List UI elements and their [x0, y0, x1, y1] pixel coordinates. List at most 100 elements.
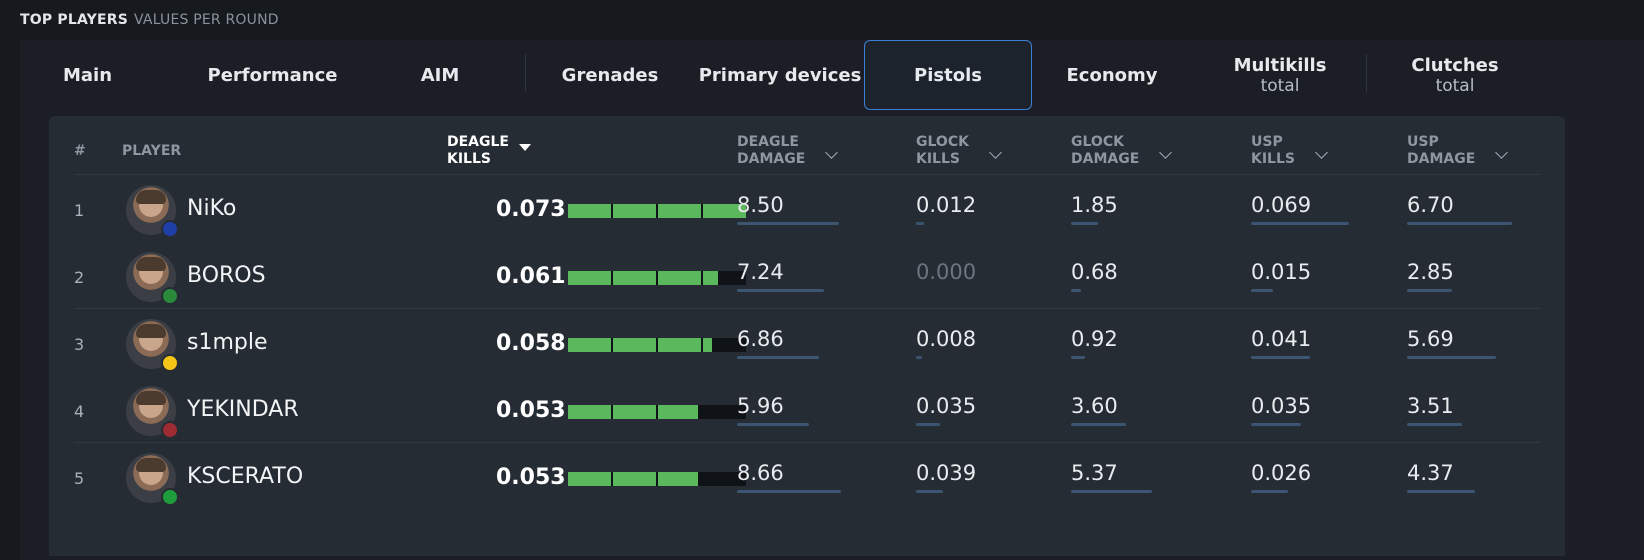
player-name[interactable]: BOROS	[187, 263, 266, 288]
deagle-kills-value: 0.053	[496, 465, 566, 490]
usp-damage-bar	[1407, 490, 1475, 493]
tab-label: Primary devices	[698, 64, 862, 86]
bar-segment	[568, 271, 611, 285]
usp-damage-value: 3.51	[1407, 394, 1454, 418]
tab-label: Multikills	[1233, 54, 1327, 76]
usp-kills-bar	[1251, 356, 1310, 359]
country-flag-icon	[161, 287, 179, 305]
glock-kills-value: 0.000	[916, 260, 977, 284]
header-label-line: GLOCK	[916, 134, 969, 150]
glock-damage-value: 0.68	[1071, 260, 1118, 284]
usp-damage-bar	[1407, 289, 1452, 292]
tab-clutches[interactable]: Clutches total	[1370, 40, 1540, 110]
deagle-kills-value: 0.061	[496, 264, 566, 289]
tab-divider	[525, 54, 526, 92]
player-name[interactable]: NiKo	[187, 196, 237, 221]
tab-aim[interactable]: AIM	[375, 40, 505, 110]
bar-segment	[658, 271, 701, 285]
header-label-line: KILLS	[447, 151, 491, 167]
tab-main[interactable]: Main	[20, 40, 155, 110]
bar-segment	[658, 204, 701, 218]
header-label-line: KILLS	[1251, 151, 1295, 167]
header-usp-damage[interactable]: USP DAMAGE	[1407, 134, 1509, 168]
tab-label: AIM	[420, 64, 460, 86]
country-flag-icon	[161, 421, 179, 439]
tab-label: Main	[62, 64, 113, 86]
table-row[interactable]: 4 YEKINDAR 0.053 5.96 0.035 3.60 0.035 3.51	[74, 375, 1540, 445]
player-avatar[interactable]	[126, 319, 179, 372]
table-row[interactable]: 1 NiKo 0.073 8.50 0.012 1.85 0.069 6.70	[74, 174, 1540, 244]
usp-kills-value: 0.035	[1251, 394, 1312, 418]
table-row[interactable]: 2 BOROS 0.061 7.24 0.000 0.68 0.015 2.85	[74, 241, 1540, 311]
header-label-line: USP	[1251, 134, 1283, 150]
glock-kills-value: 0.008	[916, 327, 977, 351]
bar-segment	[703, 338, 746, 352]
tab-performance[interactable]: Performance	[180, 40, 365, 110]
usp-kills-value: 0.015	[1251, 260, 1312, 284]
header-label-line: DAMAGE	[1407, 151, 1476, 167]
usp-kills-value: 0.041	[1251, 327, 1312, 351]
table-row[interactable]: 5 KSCERATO 0.053 8.66 0.039 5.37 0.026 4.37	[74, 442, 1540, 512]
stat-tabs: Main Performance AIM Grenades Primary device…	[20, 40, 1620, 110]
glock-damage-bar	[1071, 423, 1126, 426]
header-label-line: DAMAGE	[1071, 151, 1140, 167]
chevron-down-icon	[825, 146, 839, 159]
tab-label: Pistols	[914, 64, 982, 86]
avatar-hair	[136, 190, 166, 204]
glock-kills-bar	[916, 490, 943, 493]
glock-kills-value: 0.035	[916, 394, 977, 418]
usp-damage-value: 5.69	[1407, 327, 1454, 351]
usp-damage-bar	[1407, 356, 1496, 359]
player-name[interactable]: YEKINDAR	[187, 397, 299, 422]
bar-segment	[568, 204, 611, 218]
tab-label: Clutches	[1411, 54, 1499, 76]
player-avatar[interactable]	[126, 453, 179, 506]
header-glock-kills[interactable]: GLOCK KILLS	[916, 134, 1002, 168]
player-name[interactable]: KSCERATO	[187, 464, 304, 489]
player-name[interactable]: s1mple	[187, 330, 268, 355]
bar-segment	[703, 204, 746, 218]
usp-kills-value: 0.069	[1251, 193, 1312, 217]
deagle-damage-value: 6.86	[737, 327, 784, 351]
players-table: # PLAYER DEAGLE KILLS DEAGLE DAMAGE GLOCK KILLS…	[49, 116, 1565, 556]
tab-pistols[interactable]: Pistols	[864, 40, 1032, 110]
header-player: PLAYER	[122, 143, 182, 159]
deagle-damage-bar	[737, 490, 841, 493]
player-avatar[interactable]	[126, 386, 179, 439]
bar-segment	[658, 338, 701, 352]
glock-kills-bar	[916, 423, 940, 426]
usp-kills-value: 0.026	[1251, 461, 1312, 485]
usp-damage-bar	[1407, 423, 1462, 426]
tab-divider	[1366, 54, 1367, 92]
avatar-hair	[136, 257, 166, 271]
header-label-line: DEAGLE	[737, 134, 799, 150]
tab-economy[interactable]: Economy	[1032, 40, 1192, 110]
tab-multikills[interactable]: Multikills total	[1200, 40, 1360, 110]
country-flag-icon	[161, 354, 179, 372]
glock-damage-value: 0.92	[1071, 327, 1118, 351]
table-row[interactable]: 3 s1mple 0.058 6.86 0.008 0.92 0.041 5.69	[74, 308, 1540, 378]
player-avatar[interactable]	[126, 252, 179, 305]
header-rank: #	[74, 143, 86, 159]
header-label-line: DAMAGE	[737, 151, 806, 167]
deagle-kills-value: 0.073	[496, 197, 566, 222]
header-deagle-damage[interactable]: DEAGLE DAMAGE	[737, 134, 839, 168]
header-glock-damage[interactable]: GLOCK DAMAGE	[1071, 134, 1173, 168]
tab-label: Performance	[207, 64, 338, 86]
deagle-damage-value: 5.96	[737, 394, 784, 418]
header-deagle-kills[interactable]: DEAGLE KILLS	[447, 134, 531, 168]
usp-kills-bar	[1251, 490, 1288, 493]
tab-sublabel: total	[1260, 75, 1300, 96]
tab-grenades[interactable]: Grenades	[530, 40, 690, 110]
bar-segment	[703, 271, 746, 285]
usp-kills-bar	[1251, 423, 1301, 426]
tab-label: Economy	[1066, 64, 1158, 86]
header-usp-kills[interactable]: USP KILLS	[1251, 134, 1328, 168]
rank-number: 2	[74, 268, 85, 287]
player-avatar[interactable]	[126, 185, 179, 238]
avatar-hair	[136, 458, 166, 472]
glock-kills-bar	[916, 222, 924, 225]
deagle-damage-bar	[737, 222, 839, 225]
header-label-line: DEAGLE	[447, 134, 509, 150]
tab-primary-devices[interactable]: Primary devices	[698, 40, 862, 110]
